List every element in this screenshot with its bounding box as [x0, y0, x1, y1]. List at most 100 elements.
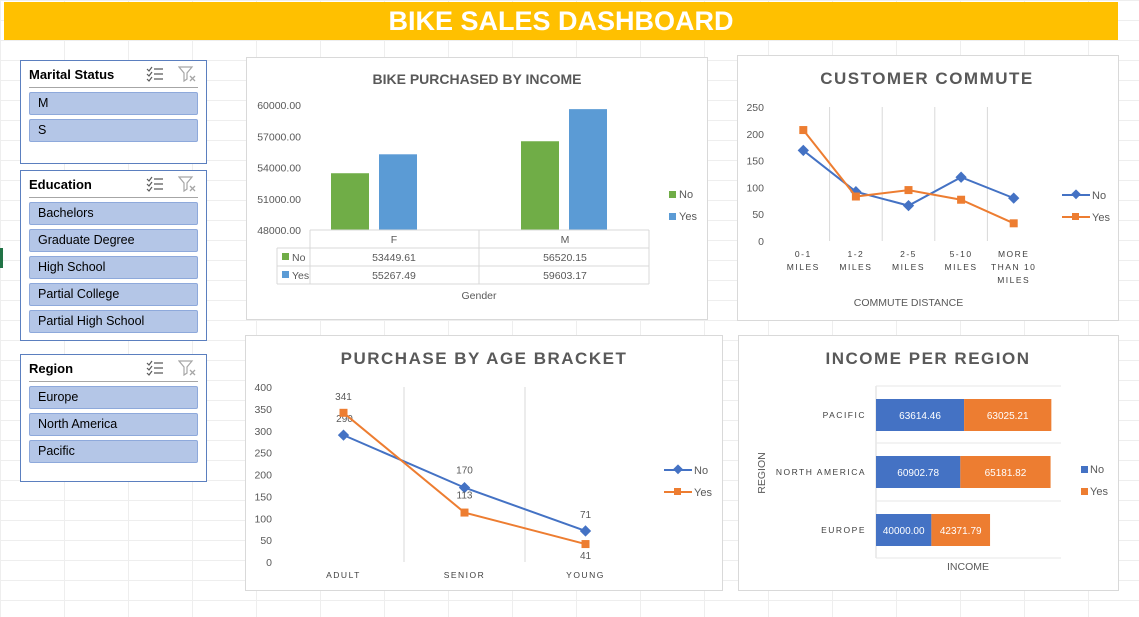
data-label: 113	[457, 491, 473, 502]
x-axis-title: COMMUTE DISTANCE	[854, 297, 963, 309]
y-tick-label: 250	[746, 102, 764, 114]
table-legend-key	[282, 271, 289, 278]
y-tick-label: 54000.00	[257, 163, 301, 175]
slicer-marital-status: Marital Status M S	[20, 60, 207, 164]
y-tick-label: NORTH AMERICA	[776, 467, 866, 477]
table-legend-key	[282, 253, 289, 260]
legend-marker	[674, 488, 681, 495]
slicer-item-graduate-degree[interactable]: Graduate Degree	[29, 229, 198, 252]
bar-yes-m	[569, 109, 607, 230]
marker-no	[955, 171, 967, 183]
multi-select-icon[interactable]	[146, 360, 164, 376]
legend-key-no	[1081, 466, 1088, 473]
chart-customer-commute[interactable]: CUSTOMER COMMUTE 250 200 150 100 50 0 0-1 MILES 1…	[737, 55, 1119, 321]
marker-no	[337, 429, 350, 441]
slicer-header: Marital Status	[29, 61, 198, 88]
clear-filter-icon[interactable]	[178, 175, 196, 193]
y-tick-label: 60000.00	[257, 100, 301, 112]
y-tick-label: 200	[746, 129, 764, 141]
clear-filter-icon[interactable]	[178, 359, 196, 377]
bar-yes-f	[379, 154, 417, 230]
chart-age-svg: PURCHASE BY AGE BRACKET 400 350 300 250 200 15…	[254, 349, 712, 580]
table-header-f: F	[391, 234, 397, 246]
slicer-item-high-school[interactable]: High School	[29, 256, 198, 279]
active-cell-indicator	[0, 248, 3, 268]
legend-label-yes: Yes	[679, 211, 697, 223]
slicer-item-s[interactable]: S	[29, 119, 198, 142]
marker-yes	[339, 408, 348, 417]
marker-no	[579, 525, 592, 537]
slicer-item-north-america[interactable]: North America	[29, 413, 198, 436]
x-axis-title: INCOME	[947, 561, 989, 573]
data-label: 63025.21	[987, 411, 1029, 422]
y-tick-label: 50	[260, 535, 272, 547]
marker-no	[902, 199, 915, 212]
y-tick-label: 50	[752, 209, 764, 221]
series-line-no	[802, 149, 1015, 207]
legend-label-no: No	[1090, 464, 1104, 476]
slicer-item-m[interactable]: M	[29, 92, 198, 115]
y-tick-label: 350	[254, 404, 272, 416]
x-tick-label: MILES	[997, 275, 1030, 285]
chart-title: PURCHASE BY AGE BRACKET	[341, 349, 628, 368]
series-line-yes	[342, 412, 586, 546]
chart-title: CUSTOMER COMMUTE	[820, 69, 1034, 88]
chart-purchase-by-age-bracket[interactable]: PURCHASE BY AGE BRACKET 400 350 300 250 200 15…	[245, 335, 723, 591]
slicer-item-pacific[interactable]: Pacific	[29, 440, 198, 463]
multi-select-icon[interactable]	[146, 176, 164, 192]
x-tick-label: MILES	[839, 262, 872, 272]
y-tick-label: 400	[254, 382, 272, 394]
y-tick-label: 100	[746, 182, 764, 194]
chart-commute-svg: CUSTOMER COMMUTE 250 200 150 100 50 0 0-1 MILES 1…	[746, 69, 1110, 309]
slicer-region: Region Europe North America Pacific	[20, 354, 207, 482]
y-tick-label: 200	[254, 470, 272, 482]
y-tick-label: 150	[254, 491, 272, 503]
y-tick-label: 100	[254, 513, 272, 525]
data-label: 170	[456, 466, 473, 477]
marker-yes	[957, 195, 966, 204]
chart-title: INCOME PER REGION	[826, 349, 1031, 368]
table-cell: 53449.61	[372, 252, 416, 264]
legend-label-no: No	[679, 189, 693, 201]
multi-select-icon[interactable]	[146, 66, 164, 82]
table-cell: 56520.15	[543, 252, 587, 264]
data-label: 71	[580, 510, 592, 521]
slicer-header: Education	[29, 171, 198, 198]
slicer-item-europe[interactable]: Europe	[29, 386, 198, 409]
bar-yes	[931, 514, 991, 546]
x-tick-label: MILES	[787, 262, 820, 272]
data-label: 41	[580, 551, 592, 562]
bar-no	[876, 456, 961, 488]
table-header-m: M	[561, 234, 570, 246]
bar-no	[876, 399, 965, 431]
data-label: 40000.00	[883, 526, 925, 537]
slicer-item-bachelors[interactable]: Bachelors	[29, 202, 198, 225]
chart-income-svg: BIKE PURCHASED BY INCOME 60000.00 57000.00…	[257, 71, 697, 302]
marker-yes	[904, 186, 913, 195]
y-tick-label: 0	[266, 557, 272, 569]
slicer-item-partial-high-school[interactable]: Partial High School	[29, 310, 198, 333]
slicer-item-partial-college[interactable]: Partial College	[29, 283, 198, 306]
table-row-label: No	[292, 252, 306, 264]
bar-no-m	[521, 141, 559, 230]
data-label: 341	[335, 392, 352, 403]
chart-income-per-region[interactable]: INCOME PER REGION PACIFIC NORTH AMERICA EUR…	[738, 335, 1119, 591]
data-label: 60902.78	[897, 468, 939, 479]
data-label: 65181.82	[985, 468, 1027, 479]
x-axis-title: Gender	[461, 290, 497, 302]
data-label: 42371.79	[940, 526, 982, 537]
y-axis-title: REGION	[756, 452, 768, 493]
y-tick-label: 150	[746, 156, 764, 168]
y-tick-label: PACIFIC	[823, 410, 866, 420]
legend-label-yes: Yes	[1092, 212, 1110, 224]
chart-bike-purchased-by-income[interactable]: BIKE PURCHASED BY INCOME 60000.00 57000.00…	[246, 57, 708, 320]
chart-title: BIKE PURCHASED BY INCOME	[373, 71, 582, 87]
legend-label-no: No	[694, 465, 708, 477]
slicer-title: Region	[29, 361, 74, 376]
legend-marker	[1071, 189, 1081, 200]
marker-yes	[851, 192, 860, 201]
clear-filter-icon[interactable]	[178, 65, 196, 83]
y-tick-label: 57000.00	[257, 131, 301, 143]
y-tick-label: 48000.00	[257, 225, 301, 237]
slicer-education: Education Bachelors Graduate Degree High…	[20, 170, 207, 341]
